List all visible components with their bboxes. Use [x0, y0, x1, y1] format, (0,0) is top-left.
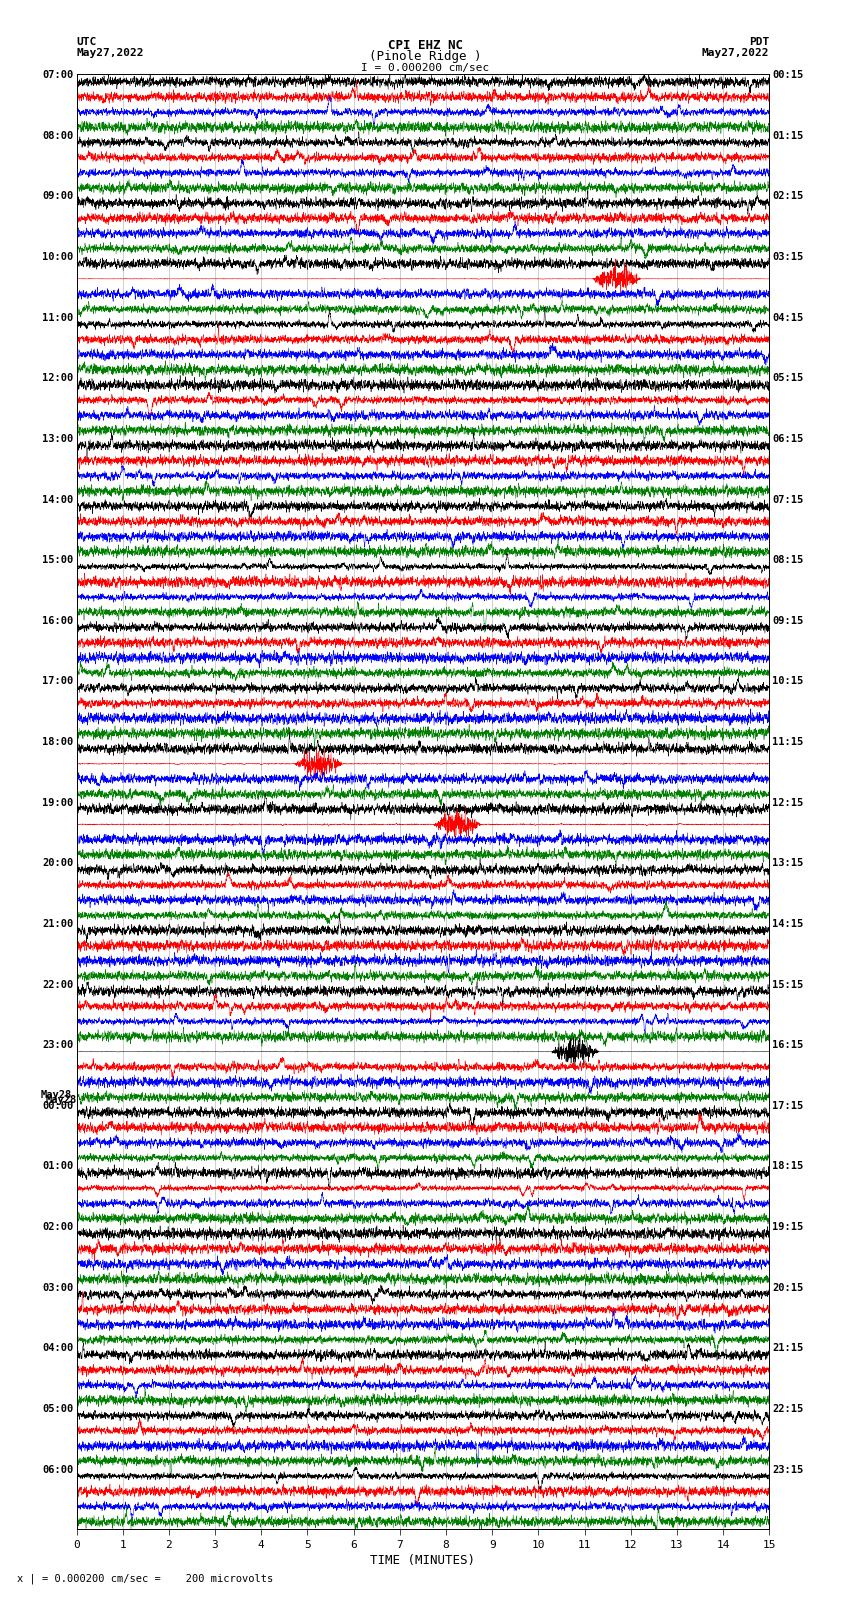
Text: May27,2022: May27,2022 [702, 48, 769, 58]
Text: PDT: PDT [749, 37, 769, 47]
Text: May28: May28 [45, 1095, 76, 1105]
Text: UTC: UTC [76, 37, 97, 47]
Text: May28: May28 [41, 1090, 72, 1100]
Text: May27,2022: May27,2022 [76, 48, 144, 58]
Text: CPI EHZ NC: CPI EHZ NC [388, 39, 462, 52]
Text: (Pinole Ridge ): (Pinole Ridge ) [369, 50, 481, 63]
Text: x | = 0.000200 cm/sec =    200 microvolts: x | = 0.000200 cm/sec = 200 microvolts [17, 1573, 273, 1584]
Text: I = 0.000200 cm/sec: I = 0.000200 cm/sec [361, 63, 489, 73]
X-axis label: TIME (MINUTES): TIME (MINUTES) [371, 1553, 475, 1566]
